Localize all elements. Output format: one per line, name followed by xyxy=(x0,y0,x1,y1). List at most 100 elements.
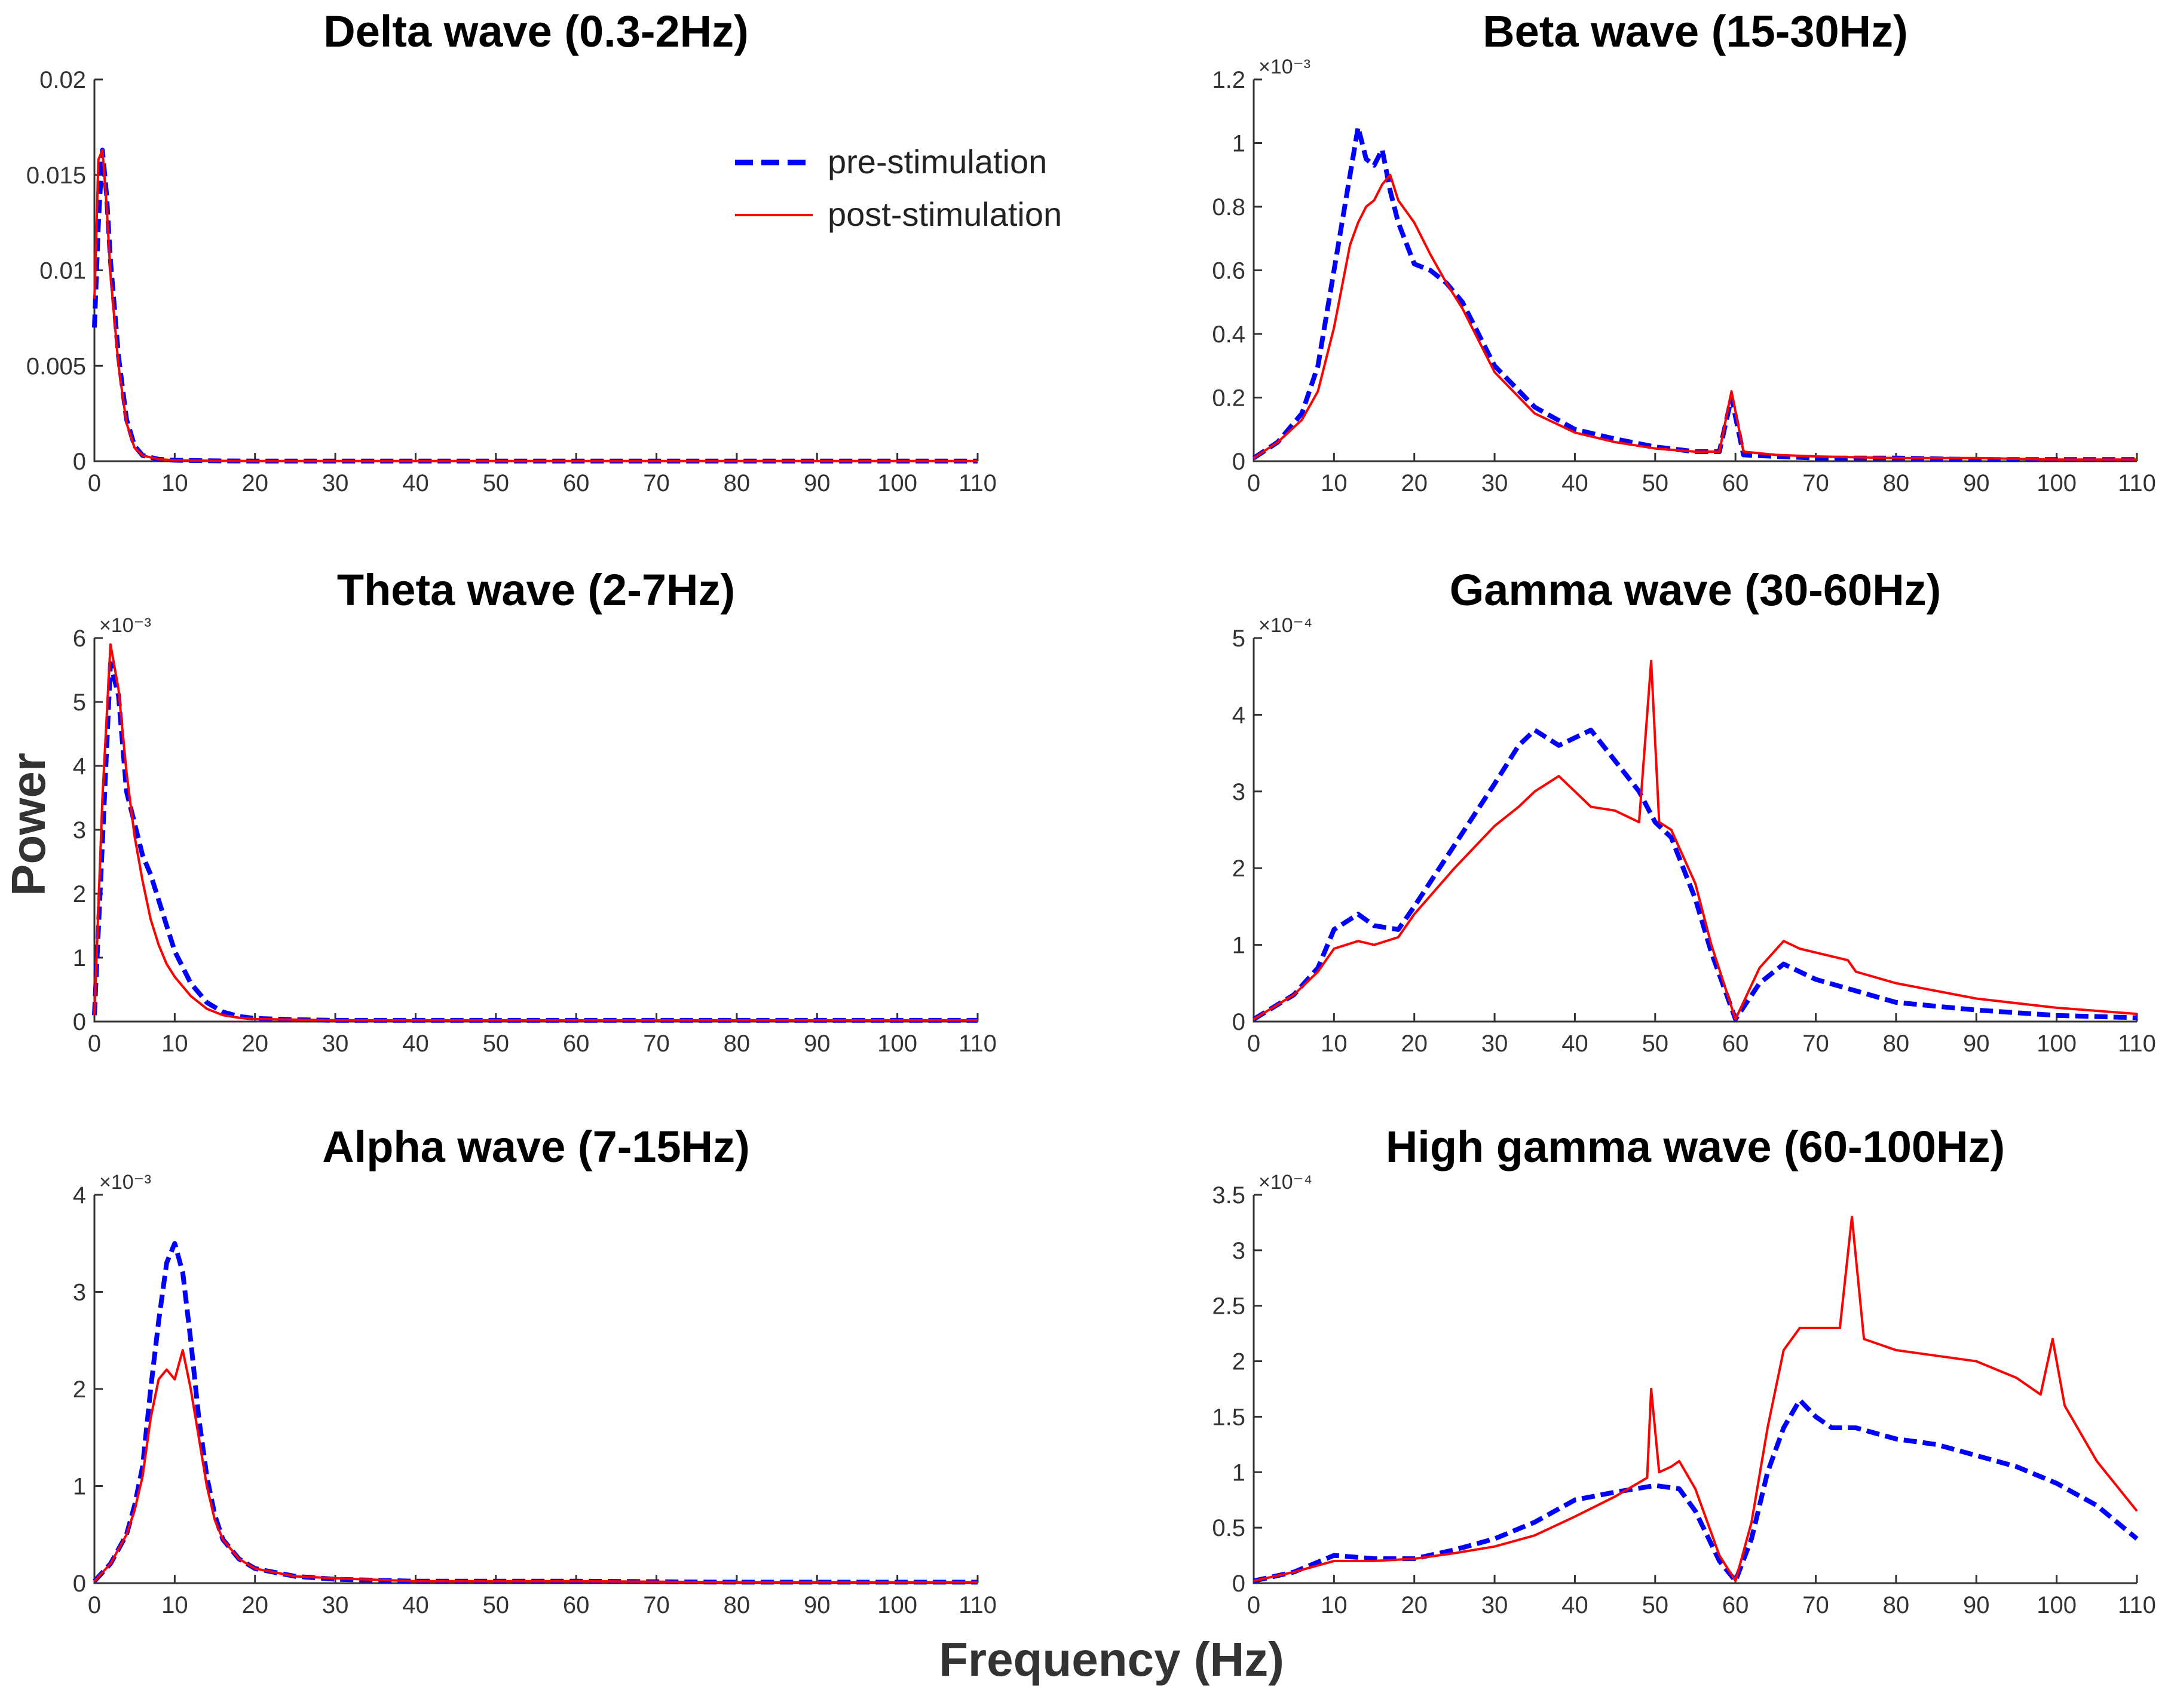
y-tick-label: 2 xyxy=(73,881,86,907)
y-tick-label: 0 xyxy=(1232,1009,1245,1035)
x-tick-label: 10 xyxy=(1321,1031,1348,1057)
panel-beta: Beta wave (15-30Hz)0 10 20 30 40 50 60 70 80 90 10… xyxy=(1212,7,2156,496)
x-tick-label: 90 xyxy=(804,470,831,496)
y-tick-label: 0.6 xyxy=(1212,258,1245,284)
legend-pre-label: pre-stimulation xyxy=(828,143,1047,180)
y-tick-label: 0 xyxy=(73,1571,86,1597)
panel-high-gamma: High gamma wave (60-100Hz)0 10 20 30 40 50 60 7… xyxy=(1212,1122,2156,1618)
y-tick-label: 3 xyxy=(73,1280,86,1306)
panel-delta: Delta wave (0.3-2Hz) 0 10 20 30 40 50 60 70 80 90 1… xyxy=(26,7,997,496)
x-tick-label: 50 xyxy=(483,470,510,496)
panel-title: High gamma wave (60-100Hz) xyxy=(1386,1122,2005,1172)
x-tick-label: 20 xyxy=(241,1592,268,1618)
panel-title: Gamma wave (30-60Hz) xyxy=(1450,565,1942,615)
x-tick-label: 40 xyxy=(1561,1031,1588,1057)
legend: pre-stimulation post-stimulation xyxy=(735,143,1062,233)
series-pre-stimulation xyxy=(92,661,978,1023)
y-tick-label: 1.2 xyxy=(1212,67,1245,93)
series-pre-stimulation xyxy=(1253,1397,2139,1584)
x-tick-label: 30 xyxy=(1481,1031,1508,1057)
y-tick-label: 0 xyxy=(1232,1571,1245,1597)
x-tick-label: 10 xyxy=(161,1031,188,1057)
y-tick-label: 0.4 xyxy=(1212,321,1245,348)
y-tick-label: 5 xyxy=(1232,625,1245,652)
y-exponent-label: ×10⁻³ xyxy=(99,1171,151,1194)
y-tick-label: 5 xyxy=(73,689,86,716)
y-tick-label: 2.5 xyxy=(1212,1293,1245,1320)
x-tick-label: 90 xyxy=(804,1592,831,1618)
x-tick-label: 80 xyxy=(1883,1031,1910,1057)
x-tick-label: 110 xyxy=(959,1592,997,1618)
y-tick-label: 0 xyxy=(1232,449,1245,475)
y-tick-label: 2 xyxy=(1232,1349,1245,1375)
x-tick-label: 10 xyxy=(1321,1592,1348,1618)
y-tick-label: 3 xyxy=(73,817,86,844)
y-tick-label: 1 xyxy=(1232,933,1245,959)
x-tick-label: 30 xyxy=(1481,1592,1508,1618)
y-tick-label: 1 xyxy=(1232,131,1245,157)
panel-title: Theta wave (2-7Hz) xyxy=(337,565,735,615)
series-post-stimulation xyxy=(93,643,978,1022)
series-pre-stimulation xyxy=(1252,728,2138,1022)
y-tick-label: 1 xyxy=(73,945,86,971)
x-tick-label: 40 xyxy=(1561,470,1588,496)
series-post-stimulation xyxy=(93,1349,978,1584)
y-tick-label: 1 xyxy=(73,1474,86,1500)
x-tick-label: 80 xyxy=(1883,470,1910,496)
x-tick-label: 0 xyxy=(88,1031,101,1057)
x-tick-label: 110 xyxy=(2118,1031,2156,1057)
x-tick-label: 50 xyxy=(483,1592,510,1618)
x-tick-label: 0 xyxy=(88,470,101,496)
x-tick-label: 70 xyxy=(1802,1592,1829,1618)
x-tick-label: 0 xyxy=(88,1592,101,1618)
x-tick-label: 30 xyxy=(1481,470,1508,496)
y-tick-label: 4 xyxy=(73,753,86,780)
x-tick-label: 20 xyxy=(1401,1031,1428,1057)
panel-title: Alpha wave (7-15Hz) xyxy=(322,1122,750,1172)
y-tick-label: 0 xyxy=(73,1009,86,1035)
x-tick-label: 20 xyxy=(241,470,268,496)
y-exponent-label: ×10⁻⁴ xyxy=(1258,614,1312,637)
x-tick-label: 60 xyxy=(563,470,590,496)
x-tick-label: 110 xyxy=(2118,470,2156,496)
x-tick-label: 30 xyxy=(322,470,349,496)
x-tick-label: 40 xyxy=(1561,1592,1588,1618)
x-tick-label: 70 xyxy=(643,1592,670,1618)
x-tick-label: 60 xyxy=(1722,470,1749,496)
y-tick-label: 0.005 xyxy=(26,353,86,379)
y-tick-label: 0.2 xyxy=(1212,385,1245,412)
x-tick-label: 60 xyxy=(1722,1592,1749,1618)
x-tick-label: 40 xyxy=(402,1031,429,1057)
x-tick-label: 100 xyxy=(877,1031,917,1057)
y-tick-label: 6 xyxy=(73,625,86,652)
panel-alpha: Alpha wave (7-15Hz)0 10 20 30 40 50 60 70 80 90 10… xyxy=(73,1122,997,1618)
y-tick-label: 3.5 xyxy=(1212,1182,1245,1209)
series-pre-stimulation xyxy=(1252,124,2137,462)
x-tick-label: 0 xyxy=(1247,470,1260,496)
y-tick-label: 4 xyxy=(1232,702,1245,728)
x-tick-label: 0 xyxy=(1247,1031,1260,1057)
x-tick-label: 90 xyxy=(1963,1031,1990,1057)
y-tick-label: 4 xyxy=(73,1182,86,1209)
panel-gamma: Gamma wave (30-60Hz)0 10 20 30 40 50 60 70 80 90 1… xyxy=(1232,565,2156,1057)
x-tick-label: 30 xyxy=(322,1031,349,1057)
x-tick-label: 110 xyxy=(959,1031,997,1057)
series-post-stimulation xyxy=(1253,660,2138,1021)
y-tick-label: 2 xyxy=(73,1376,86,1403)
y-exponent-label: ×10⁻⁴ xyxy=(1258,1171,1312,1194)
x-tick-label: 100 xyxy=(2037,1592,2077,1618)
x-tick-label: 10 xyxy=(161,1592,188,1618)
y-tick-label: 0.5 xyxy=(1212,1515,1245,1541)
x-tick-label: 80 xyxy=(724,1592,751,1618)
x-tick-label: 90 xyxy=(804,1031,831,1057)
x-tick-label: 20 xyxy=(1401,470,1428,496)
x-tick-label: 90 xyxy=(1963,470,1990,496)
y-tick-label: 2 xyxy=(1232,855,1245,882)
y-tick-label: 0 xyxy=(73,449,86,475)
y-tick-label: 1 xyxy=(1232,1459,1245,1486)
x-tick-label: 40 xyxy=(402,1592,429,1618)
y-exponent-label: ×10⁻³ xyxy=(99,614,151,637)
x-tick-label: 70 xyxy=(643,470,670,496)
x-tick-label: 20 xyxy=(241,1031,268,1057)
